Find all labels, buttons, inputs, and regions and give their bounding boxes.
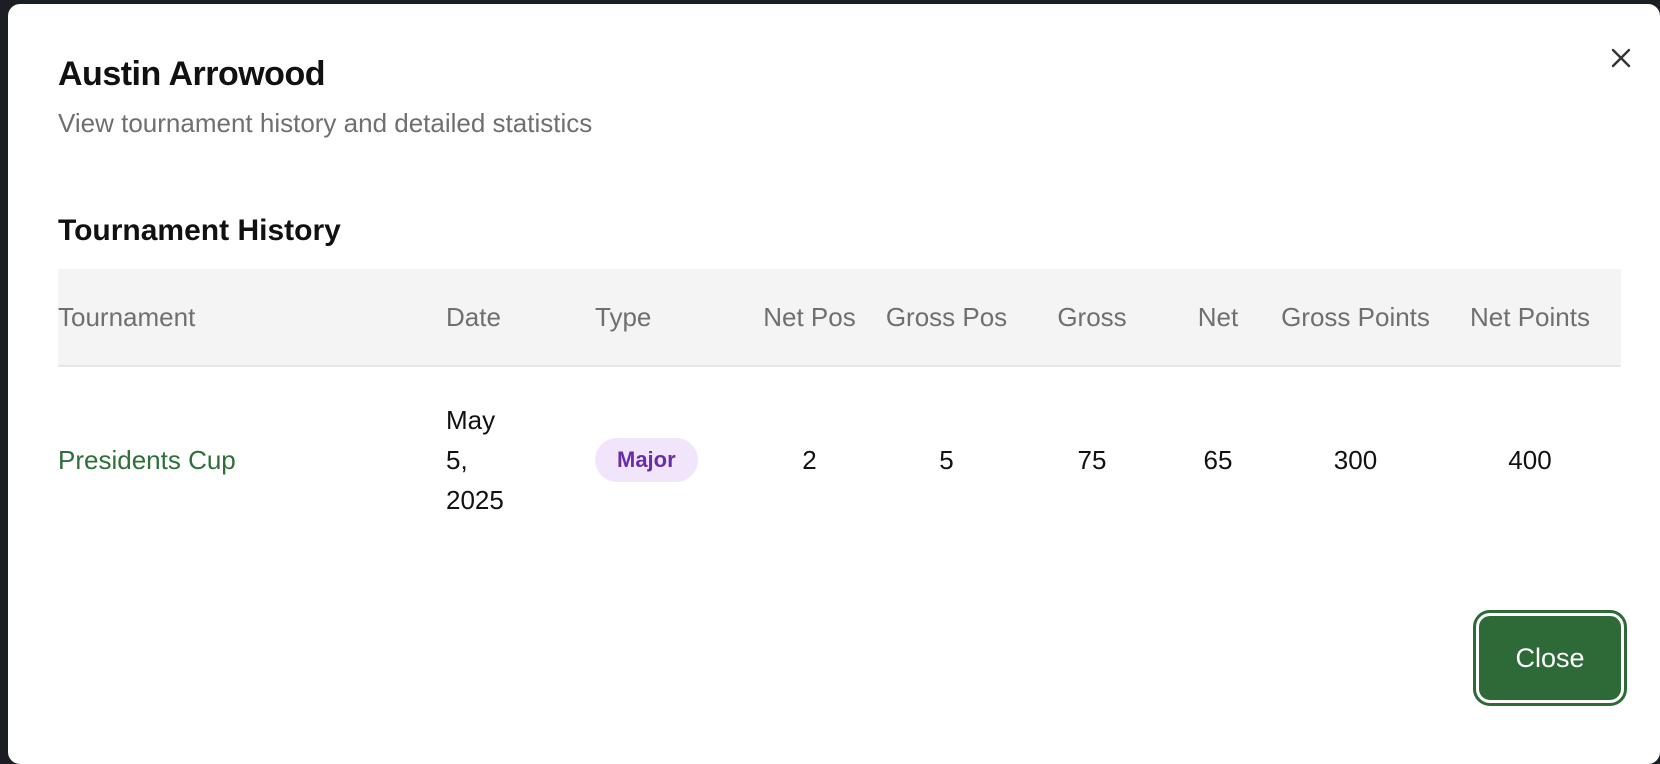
cell-net-points: 400	[1508, 445, 1552, 475]
header-net-points: Net Points	[1439, 269, 1621, 367]
header-type: Type	[595, 269, 746, 367]
header-gross-pos: Gross Pos	[873, 269, 1020, 367]
tournament-date: May 5, 2025	[446, 405, 504, 515]
cell-net-pos: 2	[802, 445, 817, 475]
table-header-row: Tournament Date Type Net Pos Gross Pos G…	[58, 269, 1621, 367]
header-gross: Gross	[1020, 269, 1164, 367]
cell-gross: 75	[1077, 445, 1107, 475]
tournament-history-table: Tournament Date Type Net Pos Gross Pos G…	[58, 269, 1621, 553]
header-gross-points: Gross Points	[1272, 269, 1439, 367]
type-badge: Major	[595, 438, 698, 482]
close-button[interactable]: Close	[1473, 610, 1627, 706]
cell-net: 65	[1203, 445, 1233, 475]
player-dialog: Austin Arrowood View tournament history …	[8, 4, 1660, 764]
cell-gross-pos: 5	[939, 445, 954, 475]
table-row: Presidents Cup May 5, 2025 Major 2 5 75 …	[58, 366, 1621, 553]
cell-gross-points: 300	[1333, 445, 1378, 475]
dialog-subtitle: View tournament history and detailed sta…	[58, 108, 593, 138]
header-tournament: Tournament	[58, 269, 446, 367]
section-title: Tournament History	[58, 214, 341, 247]
close-icon[interactable]	[1605, 42, 1637, 74]
header-date: Date	[446, 269, 595, 367]
tournament-link[interactable]: Presidents Cup	[58, 445, 236, 475]
header-net: Net	[1164, 269, 1272, 367]
dialog-title: Austin Arrowood	[58, 55, 326, 93]
header-net-pos: Net Pos	[746, 269, 873, 367]
